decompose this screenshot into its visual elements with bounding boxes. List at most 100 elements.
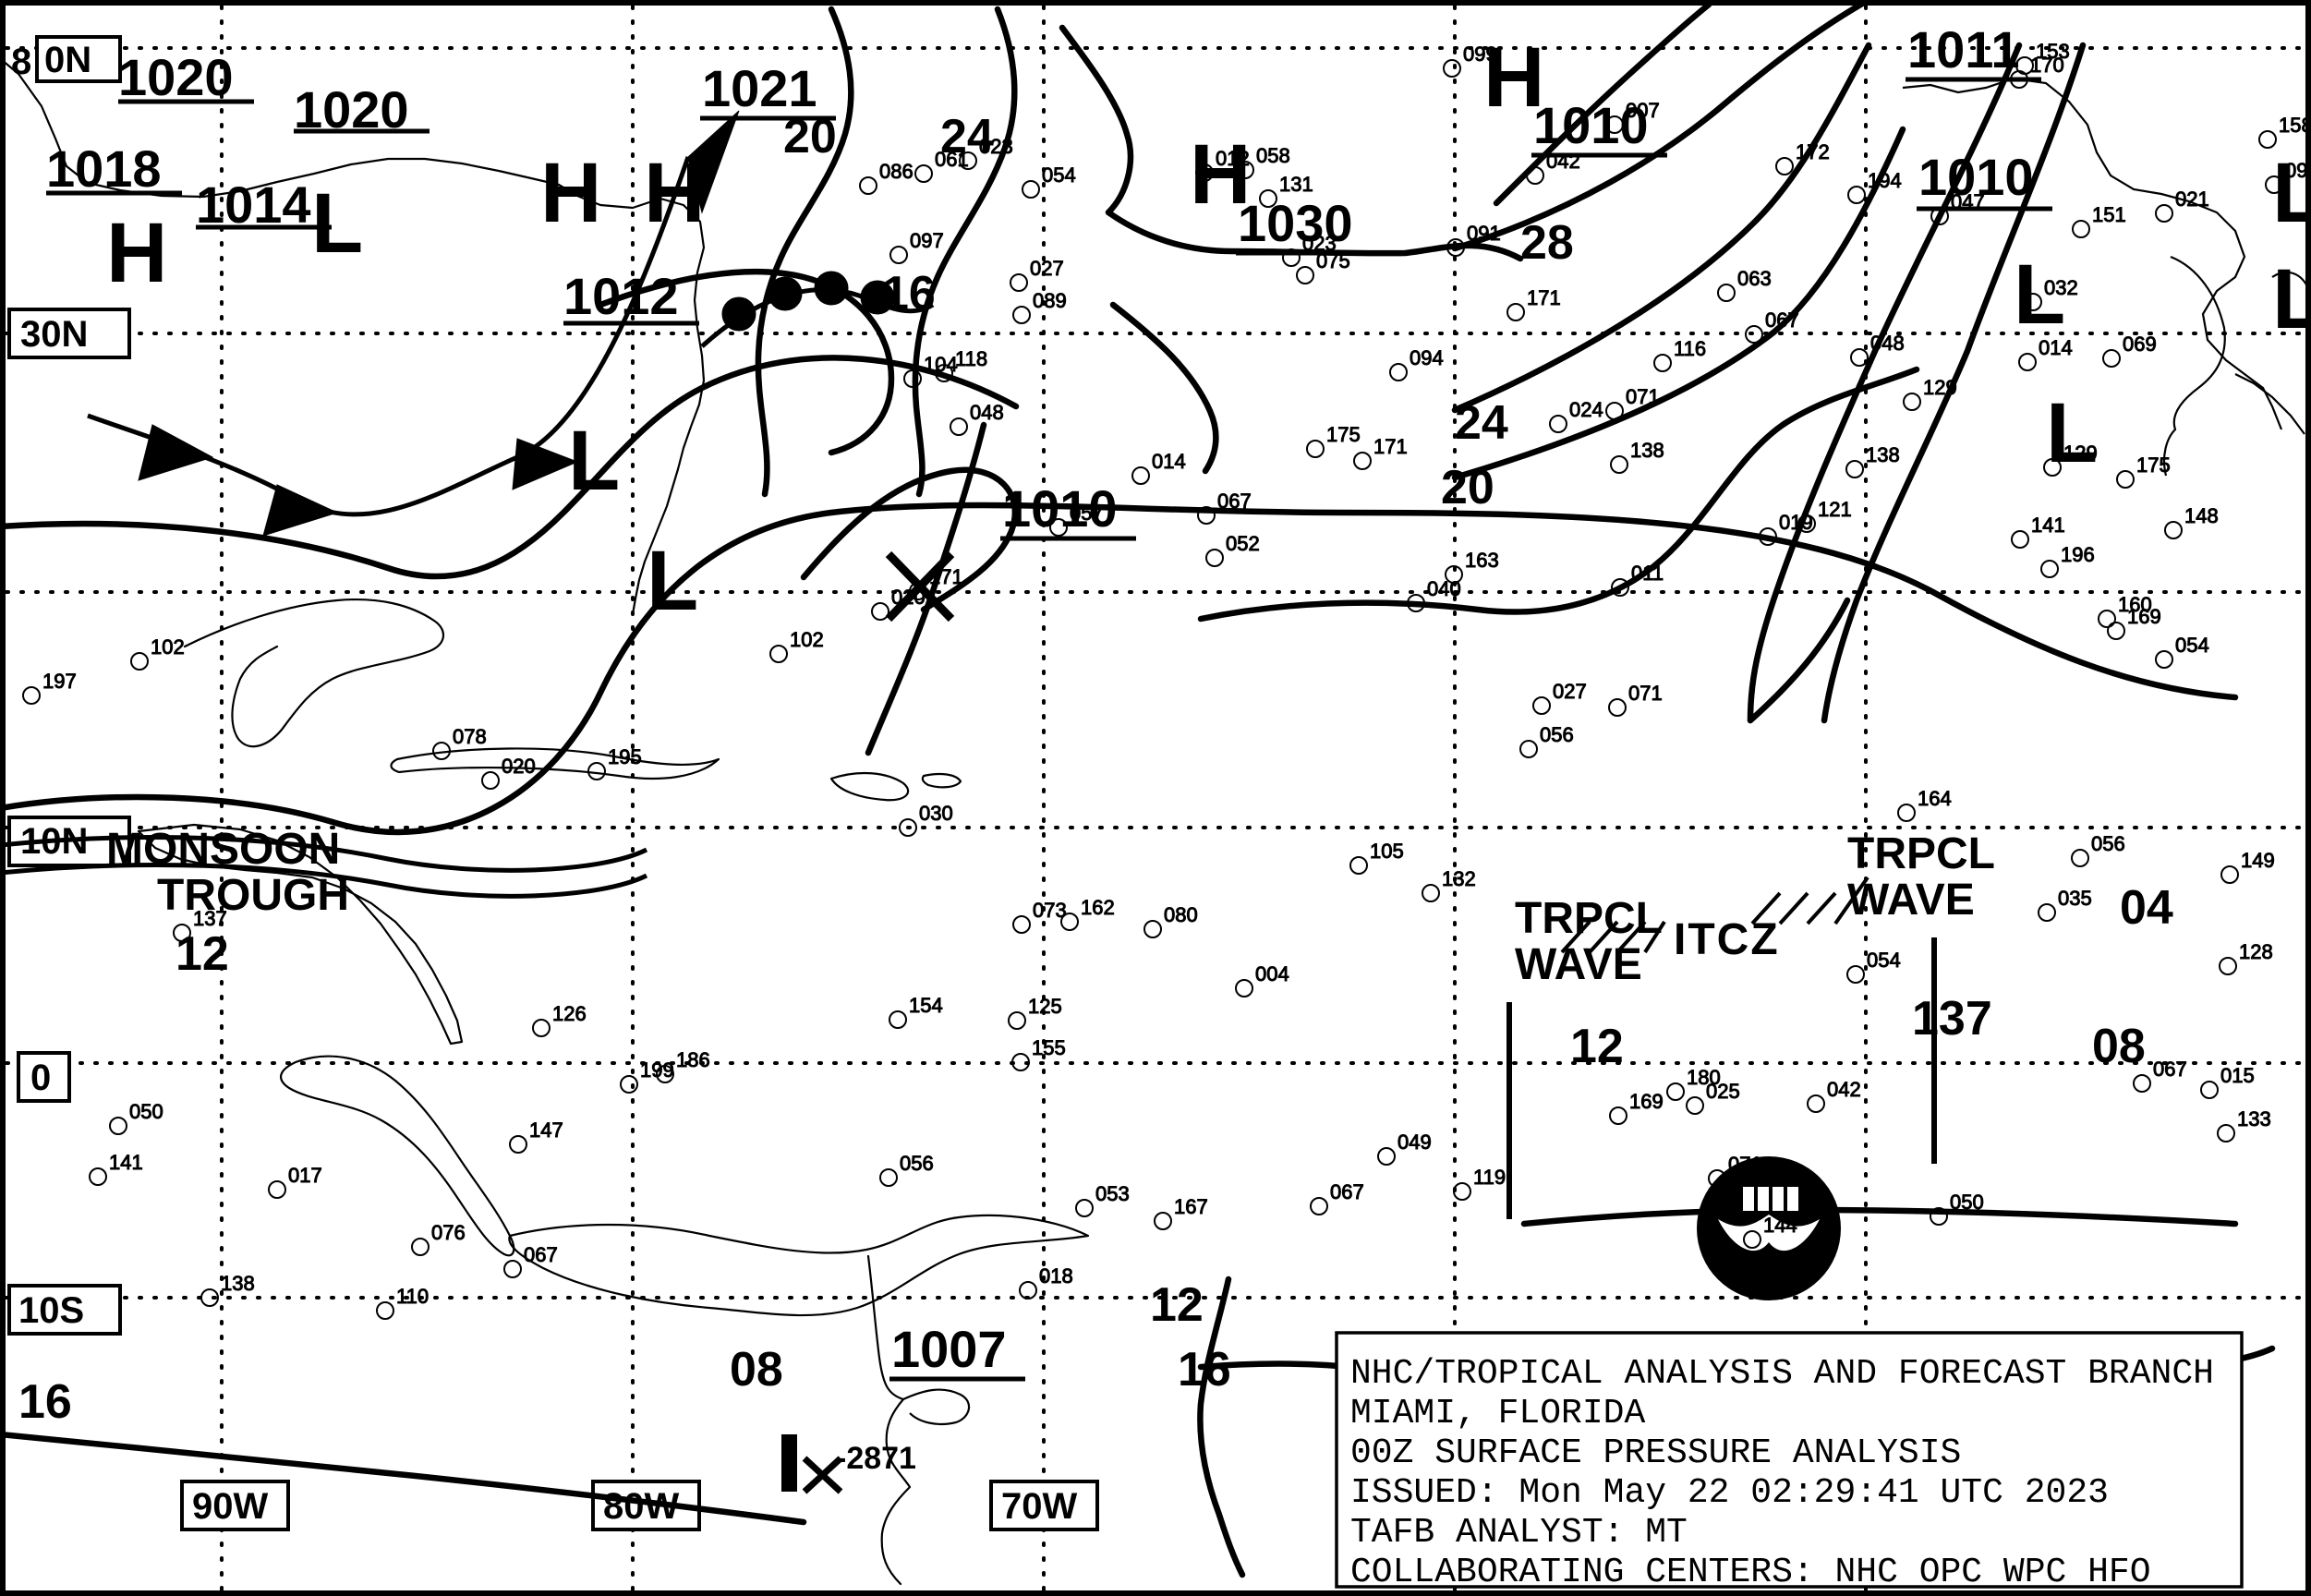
svg-text:NHC/TROPICAL ANALYSIS AND FORE: NHC/TROPICAL ANALYSIS AND FORECAST BRANC… [1350, 1354, 2214, 1394]
svg-text:053: 053 [1095, 1182, 1130, 1205]
svg-text:116: 116 [1674, 337, 1706, 360]
svg-text:020: 020 [502, 755, 536, 778]
svg-text:MIAMI, FLORIDA: MIAMI, FLORIDA [1350, 1394, 1645, 1433]
svg-text:162: 162 [1081, 896, 1115, 919]
svg-text:021: 021 [2175, 187, 2209, 211]
svg-text:063: 063 [1737, 267, 1772, 290]
svg-text:011: 011 [1631, 562, 1664, 585]
svg-text:12: 12 [1570, 1020, 1624, 1073]
svg-text:067: 067 [1217, 490, 1252, 513]
svg-text:70W: 70W [1001, 1486, 1077, 1527]
svg-text:097: 097 [910, 229, 944, 252]
svg-text:023: 023 [979, 135, 1013, 158]
svg-text:20: 20 [1441, 461, 1494, 514]
svg-text:0: 0 [30, 1058, 51, 1098]
svg-text:086: 086 [879, 160, 914, 183]
svg-text:08: 08 [730, 1343, 783, 1396]
svg-text:067: 067 [2153, 1058, 2187, 1081]
svg-text:048: 048 [970, 401, 1004, 424]
svg-text:020: 020 [891, 586, 926, 609]
svg-text:137: 137 [193, 907, 227, 930]
svg-text:0N: 0N [44, 40, 91, 80]
svg-text:004: 004 [1255, 962, 1289, 985]
svg-text:042: 042 [1546, 150, 1580, 173]
svg-text:171: 171 [1527, 286, 1561, 309]
svg-text:040: 040 [1427, 577, 1461, 600]
svg-text:148: 148 [2184, 504, 2219, 527]
svg-text:1007: 1007 [891, 1320, 1007, 1378]
svg-text:019: 019 [1779, 511, 1813, 534]
svg-text:WAVE: WAVE [1847, 876, 1975, 925]
svg-text:16: 16 [882, 267, 936, 320]
svg-text:164: 164 [1918, 787, 1952, 810]
svg-text:080: 080 [1164, 903, 1198, 926]
svg-text:014: 014 [2039, 336, 2073, 359]
svg-text:1020: 1020 [118, 48, 234, 106]
svg-text:169: 169 [2127, 605, 2161, 628]
svg-text:052: 052 [1226, 532, 1260, 555]
svg-text:050: 050 [1950, 1191, 1984, 1214]
svg-text:1018: 1018 [46, 139, 162, 198]
svg-text:175: 175 [1326, 423, 1361, 446]
svg-text:035: 035 [2058, 887, 2092, 910]
svg-text:126: 126 [552, 1002, 587, 1025]
svg-text:TAFB ANALYST: MT: TAFB ANALYST: MT [1350, 1513, 1688, 1553]
svg-text:018: 018 [1039, 1264, 1073, 1288]
svg-text:057: 057 [1070, 502, 1104, 525]
svg-text:170: 170 [2030, 54, 2064, 77]
svg-text:10S: 10S [18, 1290, 84, 1331]
svg-text:073: 073 [1033, 899, 1067, 922]
svg-text:094: 094 [1410, 346, 1444, 369]
svg-text:TROUGH: TROUGH [157, 871, 349, 920]
svg-text:048: 048 [1870, 332, 1905, 355]
svg-text:056: 056 [2091, 832, 2125, 855]
svg-text:024: 024 [1569, 398, 1603, 421]
svg-text:118: 118 [955, 347, 987, 370]
svg-text:054: 054 [2175, 634, 2209, 657]
svg-text:24: 24 [1455, 396, 1508, 450]
svg-text:058: 058 [1256, 144, 1290, 167]
svg-text:155: 155 [1032, 1036, 1066, 1059]
svg-text:105: 105 [1370, 840, 1404, 863]
svg-text:049: 049 [1397, 1130, 1432, 1154]
svg-text:076: 076 [431, 1221, 466, 1244]
svg-text:1021: 1021 [702, 59, 817, 117]
svg-text:28: 28 [1520, 216, 1574, 270]
svg-text:04: 04 [2120, 881, 2173, 935]
svg-text:007: 007 [1626, 99, 1660, 122]
svg-text:08: 08 [2092, 1020, 2146, 1073]
svg-text:30N: 30N [20, 314, 88, 355]
svg-text:017: 017 [288, 1164, 322, 1187]
svg-text:050: 050 [129, 1100, 163, 1123]
svg-text:L: L [2272, 252, 2311, 346]
svg-text:1012: 1012 [563, 267, 679, 325]
svg-text:075: 075 [1316, 249, 1350, 272]
svg-text:128: 128 [2239, 940, 2273, 963]
svg-text:132: 132 [1442, 867, 1476, 890]
svg-text:H: H [106, 206, 167, 300]
svg-text:104: 104 [924, 353, 958, 376]
svg-text:L: L [2046, 386, 2098, 480]
svg-text:138: 138 [1630, 439, 1664, 462]
svg-text:091: 091 [1467, 222, 1501, 245]
svg-text:90W: 90W [192, 1486, 268, 1527]
svg-text:067: 067 [524, 1243, 558, 1266]
svg-text:056: 056 [900, 1152, 934, 1175]
svg-text:186: 186 [676, 1048, 710, 1071]
svg-text:175: 175 [2136, 453, 2171, 477]
svg-text:141: 141 [2031, 514, 2065, 537]
svg-text:149: 149 [2241, 849, 2275, 872]
svg-text:167: 167 [1174, 1195, 1208, 1218]
svg-text:20: 20 [783, 110, 837, 163]
svg-text:144: 144 [1763, 1214, 1797, 1237]
svg-text:129: 129 [1923, 376, 1957, 399]
svg-text:054: 054 [1867, 949, 1901, 972]
svg-text:16: 16 [18, 1375, 72, 1429]
svg-text:027: 027 [1030, 257, 1064, 280]
svg-text:180: 180 [1687, 1066, 1721, 1089]
svg-text:L: L [647, 534, 698, 628]
svg-text:071: 071 [1728, 1153, 1762, 1176]
svg-text:16: 16 [1178, 1343, 1231, 1396]
svg-text:054: 054 [1042, 163, 1076, 187]
svg-text:171: 171 [1373, 435, 1408, 458]
